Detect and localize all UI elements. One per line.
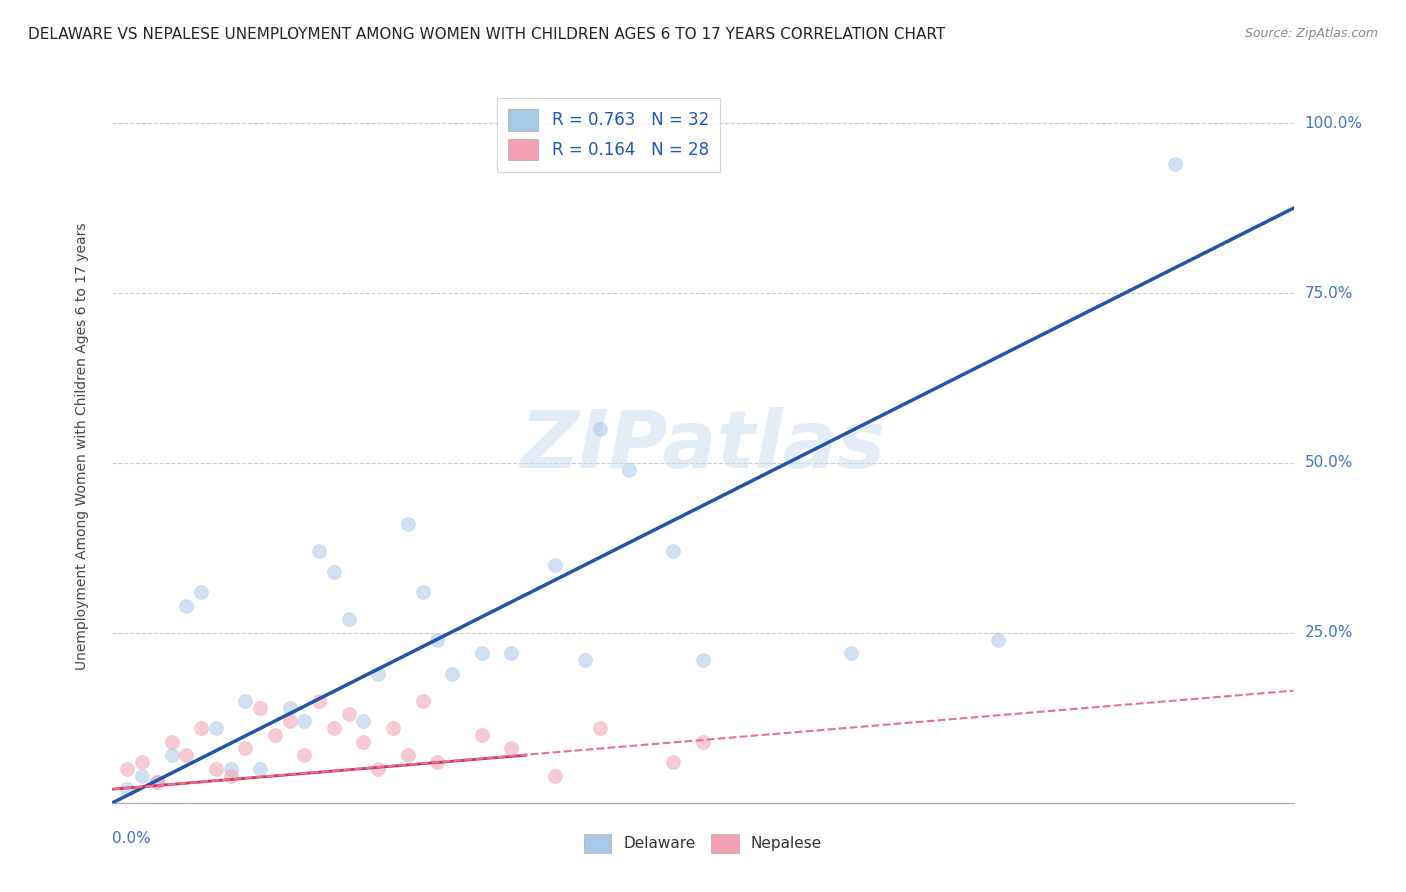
- Point: [337, 612, 360, 626]
- Point: [426, 755, 449, 769]
- Point: [205, 762, 228, 776]
- Point: [471, 728, 494, 742]
- Text: 100.0%: 100.0%: [1305, 116, 1362, 131]
- Point: [544, 558, 567, 572]
- Point: [190, 585, 212, 599]
- Point: [396, 748, 419, 763]
- Point: [292, 748, 315, 763]
- Point: [544, 769, 567, 783]
- Point: [117, 782, 138, 797]
- Point: [190, 721, 212, 735]
- Point: [174, 748, 197, 763]
- Point: [367, 666, 389, 681]
- Point: [233, 741, 256, 756]
- Point: [219, 769, 242, 783]
- Point: [131, 769, 153, 783]
- Point: [839, 646, 862, 660]
- Point: [308, 694, 330, 708]
- Point: [292, 714, 315, 729]
- Text: Source: ZipAtlas.com: Source: ZipAtlas.com: [1244, 27, 1378, 40]
- Point: [249, 762, 271, 776]
- Point: [588, 422, 610, 436]
- Point: [426, 632, 449, 647]
- Point: [233, 694, 256, 708]
- Point: [588, 721, 610, 735]
- Point: [337, 707, 360, 722]
- Point: [146, 775, 169, 789]
- Point: [352, 714, 374, 729]
- Text: 50.0%: 50.0%: [1305, 456, 1353, 470]
- Point: [117, 762, 138, 776]
- Point: [160, 734, 183, 748]
- Point: [501, 646, 523, 660]
- Text: DELAWARE VS NEPALESE UNEMPLOYMENT AMONG WOMEN WITH CHILDREN AGES 6 TO 17 YEARS C: DELAWARE VS NEPALESE UNEMPLOYMENT AMONG …: [28, 27, 945, 42]
- Point: [323, 565, 346, 579]
- Point: [146, 775, 169, 789]
- Point: [662, 755, 685, 769]
- Point: [382, 721, 405, 735]
- Point: [692, 653, 714, 667]
- Point: [396, 517, 419, 532]
- Point: [441, 666, 464, 681]
- Y-axis label: Unemployment Among Women with Children Ages 6 to 17 years: Unemployment Among Women with Children A…: [75, 222, 89, 670]
- Point: [501, 741, 523, 756]
- Point: [264, 728, 287, 742]
- Point: [278, 714, 301, 729]
- Point: [323, 721, 346, 735]
- Point: [574, 653, 596, 667]
- Point: [619, 463, 641, 477]
- Point: [412, 694, 434, 708]
- Point: [308, 544, 330, 558]
- Point: [987, 632, 1010, 647]
- Point: [471, 646, 494, 660]
- Legend: Delaware, Nepalese: Delaware, Nepalese: [578, 828, 828, 859]
- Point: [692, 734, 714, 748]
- Point: [205, 721, 228, 735]
- Text: 75.0%: 75.0%: [1305, 285, 1353, 301]
- Point: [219, 762, 242, 776]
- Point: [1164, 157, 1187, 171]
- Point: [160, 748, 183, 763]
- Text: 25.0%: 25.0%: [1305, 625, 1353, 640]
- Point: [367, 762, 389, 776]
- Point: [662, 544, 685, 558]
- Point: [131, 755, 153, 769]
- Text: 0.0%: 0.0%: [112, 831, 152, 847]
- Point: [412, 585, 434, 599]
- Point: [249, 700, 271, 714]
- Point: [278, 700, 301, 714]
- Point: [352, 734, 374, 748]
- Point: [174, 599, 197, 613]
- Text: ZIPatlas: ZIPatlas: [520, 407, 886, 485]
